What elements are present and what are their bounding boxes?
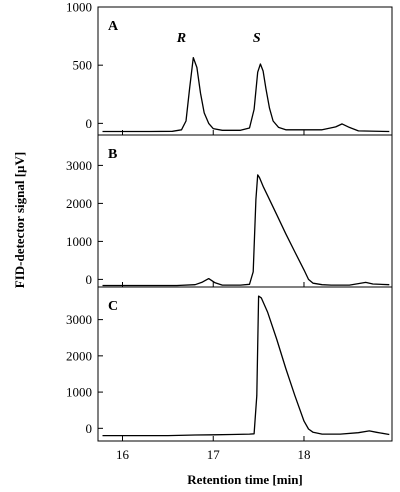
y-tick-label: 1000 [66, 385, 92, 400]
x-axis-title: Retention time [min] [187, 472, 303, 487]
panel-label: A [108, 19, 119, 34]
chart-panels: 0 500 1000 A R S 0 1000 2000 3000 B 0 1000 2000 3000 C [66, 0, 393, 442]
peak-label: R [176, 31, 186, 46]
y-tick-label: 2000 [66, 196, 92, 211]
panel-frame [97, 286, 393, 442]
panel-frame [97, 134, 393, 288]
y-axis-title: FID-detector signal [µV] [12, 152, 27, 289]
y-tick-label: 3000 [66, 312, 92, 327]
x-axis: 16 17 18 [116, 447, 310, 462]
panel-b: 0 1000 2000 3000 B [66, 134, 393, 288]
x-tick-label: 17 [207, 447, 221, 462]
x-tick-label: 16 [116, 447, 130, 462]
panel-label: C [108, 299, 118, 314]
y-tick-label: 3000 [66, 158, 92, 173]
series-line [102, 174, 390, 287]
y-tick-label: 1000 [66, 0, 92, 15]
series-line [102, 295, 390, 437]
series-line [102, 56, 390, 133]
y-tick-label: 500 [73, 58, 93, 73]
y-tick-label: 0 [86, 116, 93, 131]
panel-c: 0 1000 2000 3000 C [66, 286, 393, 442]
peak-label: S [253, 31, 261, 46]
panel-frame [97, 6, 393, 136]
y-tick-label: 0 [86, 421, 93, 436]
y-tick-label: 2000 [66, 348, 92, 363]
panel-a: 0 500 1000 A R S [66, 0, 393, 136]
x-tick-label: 18 [297, 447, 310, 462]
y-tick-label: 1000 [66, 234, 92, 249]
panel-label: B [108, 147, 117, 162]
y-tick-label: 0 [86, 272, 93, 287]
